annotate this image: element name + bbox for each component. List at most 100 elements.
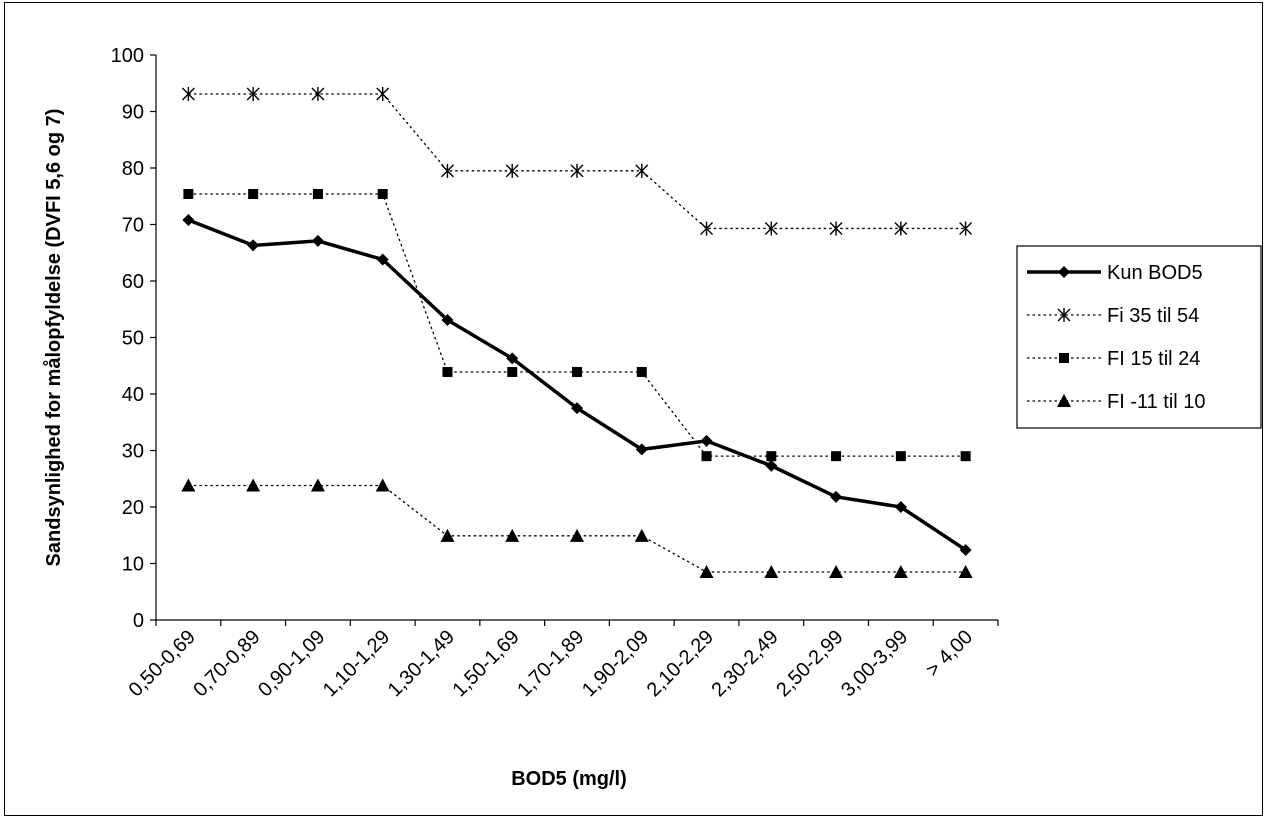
line-chart: 0 10 20 30 40 50 60 70 80 90 100 0,50-0,690,70-0,8…: [42, 45, 1262, 790]
legend-label: Kun BOD5: [1107, 262, 1203, 284]
data-point: [636, 366, 647, 377]
data-point: [376, 86, 390, 101]
data-point: [765, 459, 778, 472]
data-point: [181, 86, 195, 101]
data-point: [312, 188, 323, 199]
y-tick-label: 50: [122, 328, 144, 350]
series-fi-35-til-54: [181, 86, 973, 236]
data-point: [570, 163, 584, 178]
data-point: [700, 434, 713, 447]
data-point: [895, 451, 906, 462]
y-axis-ticks: 0 10 20 30 40 50 60 70 80 90 100: [111, 45, 156, 632]
y-tick-label: 30: [122, 441, 144, 463]
y-tick-label: 60: [122, 271, 144, 293]
x-tick-label: 1,50-1,69: [448, 626, 523, 701]
data-point: [894, 501, 907, 513]
data-point: [311, 234, 324, 247]
data-point: [958, 564, 973, 578]
x-tick-label: 1,10-1,29: [319, 626, 394, 701]
data-point: [440, 163, 454, 178]
x-axis-ticks: 0,50-0,690,70-0,890,90-1,091,10-1,291,30…: [125, 620, 999, 701]
data-point: [507, 366, 518, 377]
x-tick-label: 2,10-2,29: [643, 626, 718, 701]
legend-item: Kun BOD5: [1027, 262, 1203, 284]
data-point: [375, 478, 390, 492]
y-tick-label: 90: [122, 102, 144, 124]
data-point: [699, 564, 714, 578]
data-point: [635, 163, 649, 178]
x-tick-label: 0,70-0,89: [189, 626, 264, 701]
series-fi-11-til-10: [181, 478, 973, 578]
data-point: [247, 239, 260, 252]
data-point: [829, 221, 843, 236]
series-line: [188, 93, 966, 230]
legend-marker: [1057, 308, 1071, 322]
data-point: [376, 253, 389, 266]
legend-label: FI -11 til 10: [1107, 391, 1206, 413]
data-point: [571, 402, 583, 415]
data-point: [248, 188, 259, 199]
data-point: [959, 221, 973, 236]
series-group: [181, 86, 973, 578]
data-point: [570, 528, 584, 542]
data-point: [572, 366, 582, 377]
legend-marker: [1057, 394, 1071, 407]
chart-frame: 0 10 20 30 40 50 60 70 80 90 100 0,50-0,69 0,70-0,8…: [4, 2, 1263, 816]
data-point: [181, 478, 196, 492]
legend-item: FI 15 til 24: [1027, 348, 1200, 370]
data-point: [246, 478, 261, 492]
y-tick-label: 70: [122, 215, 144, 237]
y-tick-label: 40: [122, 384, 144, 406]
data-point: [959, 543, 972, 556]
data-point: [894, 221, 908, 236]
data-point: [442, 366, 453, 377]
series-fi-15-til-24: [183, 188, 971, 462]
data-point: [829, 564, 844, 578]
legend: Kun BOD5 Fi 35 til 54 FI 15 til 24 FI -11 t…: [1016, 245, 1262, 429]
x-axis-title: BOD5 (mg/l): [511, 768, 627, 790]
data-point: [893, 564, 908, 578]
data-point: [440, 528, 455, 542]
data-point: [960, 451, 971, 462]
legend-marker: [1059, 353, 1069, 363]
y-tick-label: 80: [122, 158, 144, 180]
data-point: [766, 451, 777, 462]
data-point: [246, 86, 260, 101]
y-tick-label: 100: [111, 45, 144, 67]
y-tick-label: 0: [133, 610, 144, 632]
data-point: [182, 213, 195, 226]
legend-label: FI 15 til 24: [1107, 348, 1200, 370]
series-kun-bod5: [182, 213, 972, 556]
data-point: [634, 528, 649, 542]
x-tick-label: 0,90-1,09: [254, 626, 329, 701]
data-point: [506, 352, 519, 365]
legend-box: [1016, 245, 1262, 429]
data-point: [505, 163, 519, 178]
x-tick-label: 1,90-2,09: [578, 626, 653, 701]
data-point: [310, 478, 325, 492]
data-point: [764, 564, 779, 578]
data-point: [183, 188, 194, 199]
series-line: [187, 218, 967, 552]
data-point: [377, 188, 388, 199]
x-tick-label: 2,50-2,99: [772, 626, 847, 701]
x-tick-label: 2,30-2,49: [708, 626, 783, 701]
x-tick-label: 0,50-0,69: [125, 626, 200, 701]
x-tick-label: 1,70-1,89: [513, 626, 588, 701]
y-tick-label: 10: [122, 554, 144, 576]
data-point: [441, 313, 454, 326]
data-point: [831, 451, 842, 462]
legend-item: Fi 35 til 54: [1027, 305, 1199, 327]
x-tick-label: > 4,00: [922, 626, 977, 681]
data-point: [505, 528, 520, 542]
data-point: [635, 443, 648, 456]
data-point: [700, 221, 714, 236]
data-point: [830, 490, 843, 503]
y-axis-title: Sandsynlighed for målopfyldelse (DVFI 5,…: [42, 109, 65, 567]
data-point: [311, 86, 325, 101]
legend-marker: [1058, 266, 1070, 278]
data-point: [701, 451, 712, 462]
legend-item: FI -11 til 10: [1027, 391, 1206, 413]
legend-label: Fi 35 til 54: [1107, 305, 1199, 327]
y-tick-label: 20: [122, 497, 144, 519]
